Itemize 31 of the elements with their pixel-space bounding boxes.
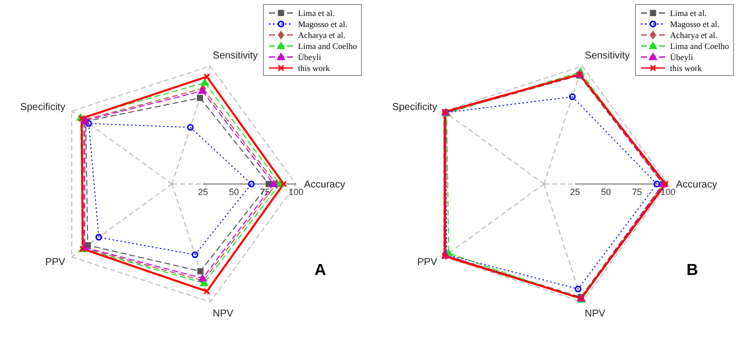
spoke-label: Specificity bbox=[392, 102, 438, 113]
y-tick-label: 50 bbox=[228, 187, 240, 197]
legend-label: this work bbox=[670, 62, 702, 72]
spoke-label: Accuracy bbox=[304, 180, 346, 191]
legend-label: Lima et al. bbox=[298, 8, 335, 18]
legend-label: Übeyli bbox=[298, 52, 322, 62]
y-tick-label: 50 bbox=[600, 187, 612, 197]
legend-label: Übeyli bbox=[670, 52, 694, 62]
y-tick-label: 100 bbox=[288, 187, 304, 197]
legend-label: Acharya et al. bbox=[298, 30, 346, 40]
spoke-label: Specificity bbox=[20, 102, 66, 113]
text: A bbox=[314, 262, 326, 280]
spoke-label: NPV bbox=[584, 308, 606, 320]
text: B bbox=[686, 262, 698, 280]
spoke-label: PPV bbox=[417, 257, 438, 268]
legend-label: Acharya et al. bbox=[670, 30, 718, 40]
y-tick-label: 25 bbox=[570, 187, 580, 197]
y-tick-label: 100 bbox=[660, 187, 676, 197]
legend-label: Lima and Coelho bbox=[670, 40, 729, 50]
legend-label: Lima et al. bbox=[670, 8, 707, 18]
y-tick-label: 75 bbox=[632, 187, 642, 197]
spoke-label: Sensitivity bbox=[212, 50, 258, 62]
legend-label: Magosso et al. bbox=[670, 18, 720, 28]
legend-label: this work bbox=[298, 62, 330, 72]
legend-label: Lima and Coelho bbox=[298, 40, 357, 50]
legend-label: Magosso et al. bbox=[298, 18, 348, 28]
spoke-label: PPV bbox=[45, 257, 66, 268]
spoke-label: Accuracy bbox=[676, 180, 718, 191]
spoke-label: NPV bbox=[212, 308, 234, 320]
spoke-label: Sensitivity bbox=[584, 50, 630, 62]
y-tick-label: 25 bbox=[198, 187, 208, 197]
